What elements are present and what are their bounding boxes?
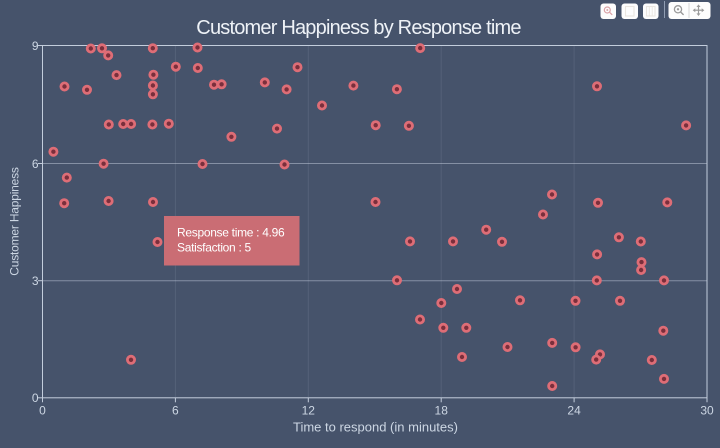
svg-text:3: 3: [32, 274, 39, 288]
svg-text:9: 9: [32, 39, 39, 53]
svg-text:Response time : 4.96: Response time : 4.96: [177, 226, 285, 240]
svg-text:30: 30: [700, 404, 714, 418]
svg-text:Customer Happiness: Customer Happiness: [8, 167, 22, 276]
svg-text:Satisfaction : 5: Satisfaction : 5: [177, 241, 252, 255]
svg-text:12: 12: [302, 404, 316, 418]
svg-text:0: 0: [39, 404, 46, 418]
svg-text:24: 24: [567, 404, 581, 418]
svg-text:6: 6: [32, 157, 39, 171]
svg-text:18: 18: [435, 404, 449, 418]
svg-text:6: 6: [172, 404, 179, 418]
svg-text:0: 0: [32, 391, 39, 405]
svg-text:Customer Happiness by Response: Customer Happiness by Response time: [196, 17, 521, 39]
svg-text:Time to respond (in minutes): Time to respond (in minutes): [293, 420, 458, 435]
